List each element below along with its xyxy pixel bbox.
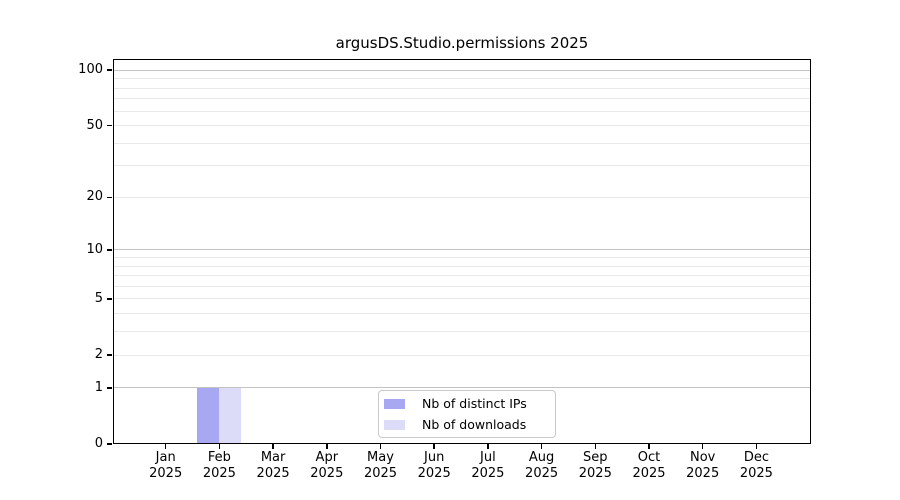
- y-tick-mark: [107, 196, 112, 199]
- x-tick-year: 2025: [310, 466, 344, 481]
- x-tick-mark: [487, 444, 489, 449]
- chart-title: argusDS.Studio.permissions 2025: [335, 34, 589, 52]
- x-tick-year: 2025: [417, 466, 451, 481]
- x-tick-mark: [379, 444, 382, 449]
- y-tick-mark: [107, 298, 112, 300]
- x-tick-year: 2025: [525, 466, 559, 481]
- x-tick-year: 2025: [471, 466, 505, 481]
- x-tick-year: 2025: [363, 466, 398, 481]
- minor-gridline: [113, 165, 811, 167]
- x-tick-label: Apr 2025: [297, 450, 357, 482]
- x-tick-year: 2025: [202, 466, 236, 481]
- x-tick-month: Feb: [207, 450, 231, 465]
- y-tick-label: 5: [94, 290, 103, 306]
- x-tick-month: Aug: [528, 450, 555, 465]
- x-tick-month: Apr: [315, 450, 339, 465]
- minor-gridline: [113, 98, 811, 100]
- bar-downloads: [219, 387, 242, 444]
- y-tick-mark: [107, 443, 112, 445]
- y-tick-label: 0: [94, 436, 103, 451]
- minor-gridline: [113, 298, 811, 300]
- minor-gridline: [113, 87, 811, 89]
- x-tick-year: 2025: [686, 466, 720, 481]
- x-tick-mark: [272, 444, 274, 449]
- x-tick-month: Nov: [690, 450, 716, 465]
- y-tick-label: 20: [86, 189, 103, 205]
- x-tick-label: Dec 2025: [726, 450, 786, 482]
- minor-gridline: [113, 125, 811, 127]
- x-tick-month: Mar: [260, 450, 286, 465]
- x-tick-month: Jan: [155, 450, 176, 465]
- x-tick-month: Oct: [637, 450, 661, 465]
- x-tick-label: Feb 2025: [189, 450, 249, 482]
- minor-gridline: [113, 354, 811, 356]
- x-tick-mark: [701, 444, 704, 449]
- bar-distinct-ips: [197, 387, 220, 444]
- minor-gridline: [113, 196, 811, 198]
- y-tick-label: 10: [86, 241, 103, 257]
- x-tick-month: Jun: [424, 450, 445, 465]
- y-tick-mark: [107, 69, 112, 71]
- minor-gridline: [113, 313, 811, 315]
- x-tick-label: Mar 2025: [243, 450, 303, 482]
- x-tick-mark: [164, 444, 167, 449]
- y-tick-mark: [107, 387, 112, 389]
- x-tick-mark: [218, 444, 221, 449]
- x-tick-year: 2025: [149, 466, 183, 481]
- minor-gridline: [113, 331, 811, 333]
- x-tick-label: May 2025: [351, 450, 411, 482]
- legend: Nb of distinct IPs Nb of downloads: [378, 390, 556, 438]
- x-tick-mark: [594, 444, 597, 449]
- x-tick-mark: [540, 444, 543, 449]
- x-tick-mark: [326, 444, 328, 449]
- y-tick-mark: [107, 249, 112, 251]
- x-tick-mark: [648, 444, 650, 449]
- x-tick-label: Oct 2025: [619, 450, 679, 482]
- major-gridline: [113, 387, 811, 389]
- x-tick-label: Aug 2025: [512, 450, 572, 482]
- x-tick-mark: [433, 444, 435, 449]
- y-tick-label: 50: [86, 117, 103, 133]
- minor-gridline: [113, 265, 811, 267]
- x-tick-mark: [755, 444, 758, 449]
- minor-gridline: [113, 285, 811, 287]
- minor-gridline: [113, 78, 811, 80]
- y-tick-mark: [107, 354, 112, 356]
- x-tick-month: Dec: [743, 450, 769, 465]
- x-tick-year: 2025: [632, 466, 666, 481]
- plot-area: [113, 59, 811, 444]
- minor-gridline: [113, 275, 811, 277]
- x-tick-year: 2025: [578, 466, 612, 481]
- minor-gridline: [113, 142, 811, 144]
- x-tick-label: Jun 2025: [404, 450, 464, 482]
- x-tick-year: 2025: [256, 466, 290, 481]
- legend-item: Nb of distinct IPs: [384, 395, 555, 413]
- x-tick-label: Jan 2025: [136, 450, 196, 482]
- x-tick-label: Nov 2025: [673, 450, 733, 482]
- x-tick-month: Jul: [480, 450, 496, 465]
- legend-swatch: [384, 398, 405, 409]
- legend-swatch: [384, 419, 405, 430]
- y-tick-label: 2: [94, 347, 103, 363]
- x-tick-month: Sep: [583, 450, 608, 465]
- y-tick-label: 1: [94, 379, 103, 395]
- major-gridline: [113, 249, 811, 251]
- x-tick-month: May: [367, 450, 394, 465]
- x-tick-label: Jul 2025: [458, 450, 518, 482]
- minor-gridline: [113, 110, 811, 112]
- legend-label: Nb of distinct IPs: [422, 395, 527, 411]
- x-tick-year: 2025: [739, 466, 773, 481]
- y-tick-label: 100: [78, 62, 103, 78]
- x-tick-label: Sep 2025: [565, 450, 625, 482]
- minor-gridline: [113, 257, 811, 258]
- legend-item: Nb of downloads: [384, 416, 555, 434]
- legend-label: Nb of downloads: [422, 416, 527, 432]
- major-gridline: [113, 69, 811, 71]
- y-tick-mark: [107, 124, 112, 127]
